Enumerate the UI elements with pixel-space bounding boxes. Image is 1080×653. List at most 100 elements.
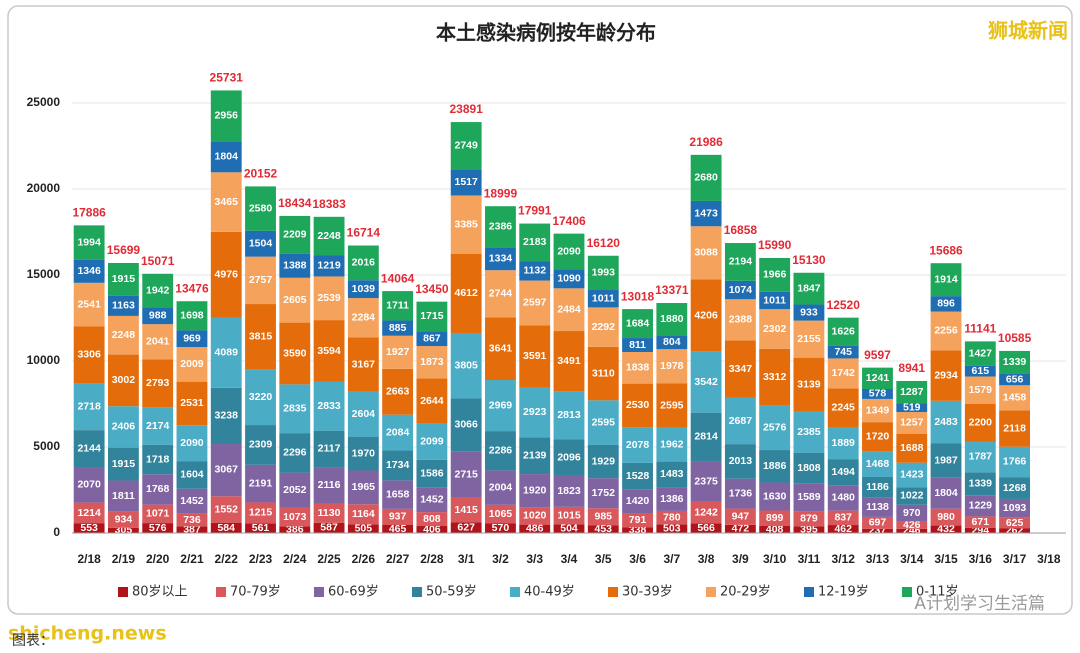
segment-label: 896 <box>937 298 955 310</box>
bar-segment <box>553 524 585 533</box>
segment-label: 2541 <box>77 298 101 310</box>
bar-segment <box>176 513 208 527</box>
bar-segment <box>999 385 1031 411</box>
segment-label: 1987 <box>934 454 958 466</box>
bar-segment <box>793 320 825 358</box>
bar-segment <box>485 504 516 524</box>
segment-label: 2090 <box>180 437 204 449</box>
bar-segment <box>107 511 139 528</box>
bar-segment <box>587 290 619 308</box>
segment-label: 1011 <box>592 292 615 304</box>
bar-segment <box>656 524 688 533</box>
bar-segment <box>279 322 311 385</box>
segment-label: 615 <box>972 365 990 377</box>
bar-segment <box>382 450 414 481</box>
segment-label: 2969 <box>489 399 513 411</box>
segment-label: 791 <box>629 514 647 526</box>
legend-swatch <box>510 587 520 597</box>
segment-label: 2052 <box>283 484 307 496</box>
bar-segment <box>245 464 276 503</box>
bar-segment <box>724 299 756 341</box>
bar-segment <box>107 315 139 355</box>
bar-segment <box>827 345 859 359</box>
segment-label: 3139 <box>797 378 821 390</box>
bar-segment <box>450 451 482 498</box>
bar-segment <box>107 527 139 533</box>
bar-segment <box>930 477 962 509</box>
segment-label: 2009 <box>180 358 204 370</box>
bar-segment <box>622 462 653 490</box>
bar-segment <box>553 269 585 289</box>
bar-segment <box>176 330 208 348</box>
segment-label: 1287 <box>900 386 924 398</box>
segment-label: 3594 <box>317 345 341 357</box>
segment-label: 2687 <box>729 415 753 427</box>
y-tick-label: 20000 <box>27 181 61 195</box>
bar-segment <box>656 487 688 511</box>
bar-segment <box>656 303 688 336</box>
legend-swatch <box>902 587 912 597</box>
bar-segment <box>279 215 311 254</box>
watermark: shicheng.news <box>8 623 167 645</box>
total-label: 15130 <box>792 253 826 267</box>
bar-segment <box>690 351 722 413</box>
segment-label: 1020 <box>523 510 547 522</box>
segment-label: 2194 <box>729 256 753 268</box>
bar-segment <box>382 525 414 533</box>
bar-segment <box>587 478 619 509</box>
x-tick-label: 3/5 <box>595 552 612 566</box>
bar-segment <box>347 504 379 525</box>
total-label: 25731 <box>210 71 244 85</box>
segment-label: 2209 <box>283 229 307 241</box>
segment-label: 2200 <box>969 416 993 428</box>
segment-label: 1339 <box>969 478 993 490</box>
segment-label: 1966 <box>763 269 787 281</box>
x-tick-label: 2/27 <box>386 552 410 566</box>
bar-segment <box>964 376 996 404</box>
segment-label: 4206 <box>694 309 718 321</box>
x-tick-label: 3/9 <box>732 552 749 566</box>
bar-segment <box>382 480 414 509</box>
segment-label: 1219 <box>317 260 341 272</box>
segment-label: 1658 <box>386 488 410 500</box>
segment-label: 2117 <box>318 443 341 455</box>
segment-label: 697 <box>869 517 887 529</box>
bar-segment <box>279 253 311 278</box>
segment-label: 2248 <box>317 230 341 242</box>
bar-segment <box>896 412 928 434</box>
bar-segment <box>827 427 859 460</box>
total-label: 18999 <box>484 186 518 200</box>
segment-label: 4612 <box>454 287 478 299</box>
x-tick-label: 2/23 <box>249 552 273 566</box>
y-tick-label: 0 <box>53 525 60 539</box>
segment-label: 462 <box>834 523 852 535</box>
segment-label: 1927 <box>386 346 410 358</box>
x-tick-label: 2/21 <box>180 552 204 566</box>
segment-label: 505 <box>355 522 373 534</box>
segment-label: 408 <box>766 523 784 535</box>
bar-segment <box>964 527 996 533</box>
x-tick-label: 2/26 <box>352 552 376 566</box>
bar-segment <box>73 430 105 468</box>
bar-segment <box>176 381 208 426</box>
x-tick-label: 2/28 <box>420 552 444 566</box>
segment-label: 934 <box>115 514 133 526</box>
bar-segment <box>347 337 379 392</box>
bar-segment <box>862 388 893 399</box>
bar-segment <box>519 507 551 525</box>
legend-label: 30-39岁 <box>622 585 673 600</box>
bar-segment <box>690 226 722 280</box>
bar-segment <box>656 510 688 525</box>
bar-segment <box>690 501 722 524</box>
segment-label: 1138 <box>866 501 889 513</box>
bar-segment <box>519 325 551 388</box>
x-tick-label: 3/12 <box>832 552 856 566</box>
segment-label: 1483 <box>660 468 684 480</box>
total-label: 13476 <box>175 281 209 295</box>
x-tick-label: 3/15 <box>934 552 958 566</box>
bar-segment <box>73 383 105 431</box>
bar-segment <box>210 496 242 523</box>
segment-label: 2595 <box>592 416 616 428</box>
segment-label: 933 <box>800 306 818 318</box>
bar-segment <box>107 480 139 512</box>
